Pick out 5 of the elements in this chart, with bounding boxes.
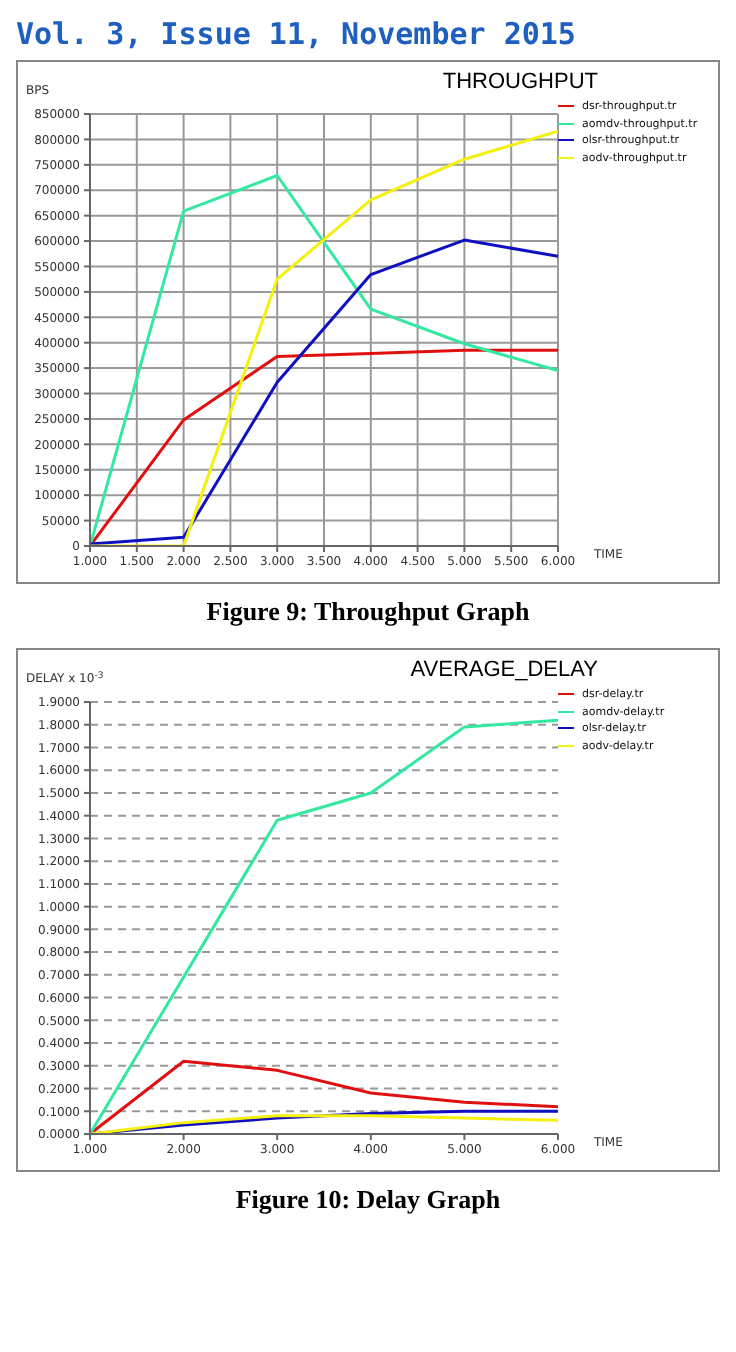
chart-title: AVERAGE_DELAY bbox=[410, 658, 598, 682]
caption: Figure 9: Throughput Graph bbox=[204, 596, 532, 628]
chart-title: THROUGHPUT bbox=[442, 70, 598, 94]
text: Vol. 3, Issue 11, November 2015 bbox=[16, 16, 578, 52]
caption: Figure 10: Delay Graph bbox=[233, 1184, 503, 1216]
